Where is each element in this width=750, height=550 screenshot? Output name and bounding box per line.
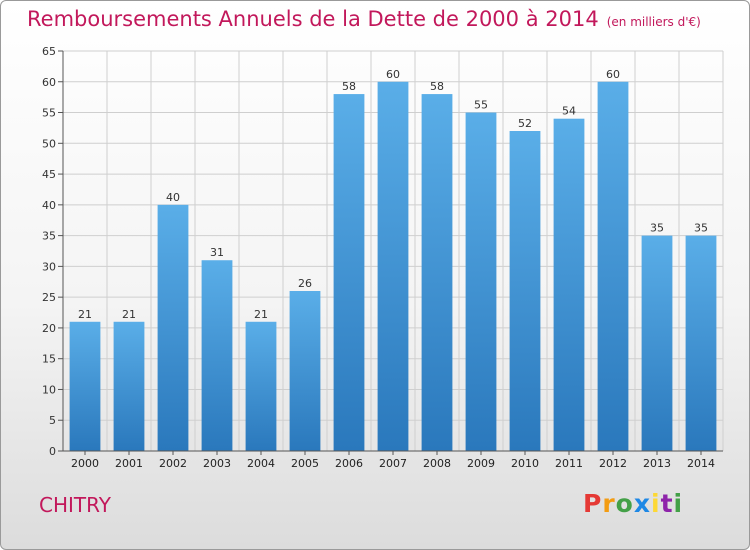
bar-value-label: 40 bbox=[166, 191, 180, 204]
y-tick-label: 30 bbox=[42, 260, 56, 273]
commune-name: CHITRY bbox=[39, 493, 111, 517]
logo-letter: P bbox=[583, 489, 603, 518]
x-tick-label: 2002 bbox=[159, 457, 187, 470]
bar-2012 bbox=[597, 81, 629, 452]
bar-2001 bbox=[113, 321, 145, 451]
y-tick-label: 35 bbox=[42, 230, 56, 243]
bar-2002 bbox=[157, 204, 189, 451]
y-tick-label: 20 bbox=[42, 322, 56, 335]
y-tick-label: 60 bbox=[42, 76, 56, 89]
y-tick-label: 65 bbox=[42, 45, 56, 58]
x-tick-label: 2006 bbox=[335, 457, 363, 470]
bar-value-label: 31 bbox=[210, 246, 224, 259]
y-tick-label: 5 bbox=[49, 414, 56, 427]
bar-2007 bbox=[377, 81, 409, 452]
x-tick-label: 2011 bbox=[555, 457, 583, 470]
bar-value-label: 52 bbox=[518, 117, 532, 130]
bar-2005 bbox=[289, 291, 321, 451]
bar-2008 bbox=[421, 94, 453, 452]
bar-2010 bbox=[509, 131, 541, 451]
bar-2009 bbox=[465, 112, 497, 452]
bar-value-label: 35 bbox=[650, 222, 664, 235]
bar-value-label: 55 bbox=[474, 99, 488, 112]
y-tick-label: 50 bbox=[42, 137, 56, 150]
logo-letter: i bbox=[651, 489, 661, 518]
chart-title: Remboursements Annuels de la Dette de 20… bbox=[27, 7, 599, 31]
logo-letter: r bbox=[602, 489, 616, 518]
x-tick-label: 2007 bbox=[379, 457, 407, 470]
y-tick-label: 15 bbox=[42, 353, 56, 366]
bar-2011 bbox=[553, 118, 585, 451]
bars: 21 21 40 31 21 26 58 60 58 55 52 54 60 35 35 bbox=[69, 68, 717, 452]
x-tick-label: 2003 bbox=[203, 457, 231, 470]
y-tick-label: 0 bbox=[49, 445, 56, 458]
bar-2013 bbox=[641, 235, 673, 451]
x-tick-label: 2010 bbox=[511, 457, 539, 470]
unit-note: (en milliers d'€) bbox=[606, 15, 701, 29]
y-tick-label: 10 bbox=[42, 383, 56, 396]
y-tick-label: 55 bbox=[42, 107, 56, 120]
x-tick-label: 2001 bbox=[115, 457, 143, 470]
x-tick-label: 2000 bbox=[71, 457, 99, 470]
bar-value-label: 54 bbox=[562, 105, 576, 118]
bar-2004 bbox=[245, 321, 277, 451]
proxiti-logo: Proxiti bbox=[583, 489, 683, 518]
x-tick-label: 2004 bbox=[247, 457, 275, 470]
chart-title-block: Remboursements Annuels de la Dette de 20… bbox=[27, 7, 701, 31]
bar-2003 bbox=[201, 260, 233, 451]
y-tick-label: 25 bbox=[42, 291, 56, 304]
bar-value-label: 60 bbox=[386, 68, 400, 81]
logo-letter: t bbox=[660, 489, 674, 518]
bar-value-label: 21 bbox=[122, 308, 136, 321]
bar-2014 bbox=[685, 235, 717, 451]
bar-value-label: 21 bbox=[254, 308, 268, 321]
y-tick-label: 40 bbox=[42, 199, 56, 212]
x-tick-label: 2012 bbox=[599, 457, 627, 470]
bar-value-label: 58 bbox=[430, 80, 444, 93]
x-tick-label: 2008 bbox=[423, 457, 451, 470]
bar-value-label: 58 bbox=[342, 80, 356, 93]
x-tick-label: 2014 bbox=[687, 457, 715, 470]
logo-letter: i bbox=[673, 489, 684, 518]
bar-value-label: 35 bbox=[694, 222, 708, 235]
bar-value-label: 21 bbox=[78, 308, 92, 321]
bar-2000 bbox=[69, 321, 101, 451]
y-tick-label: 45 bbox=[42, 168, 56, 181]
bar-2006 bbox=[333, 94, 365, 452]
logo-letter: o bbox=[615, 489, 634, 518]
axes: 0 5 10 15 20 25 30 35 40 45 50 55 60 65 2000 2001 2002 20… bbox=[42, 45, 723, 470]
bar-value-label: 60 bbox=[606, 68, 620, 81]
x-tick-label: 2005 bbox=[291, 457, 319, 470]
x-tick-label: 2013 bbox=[643, 457, 671, 470]
bar-value-label: 26 bbox=[298, 277, 312, 290]
x-tick-label: 2009 bbox=[467, 457, 495, 470]
logo-letter: x bbox=[633, 489, 651, 518]
